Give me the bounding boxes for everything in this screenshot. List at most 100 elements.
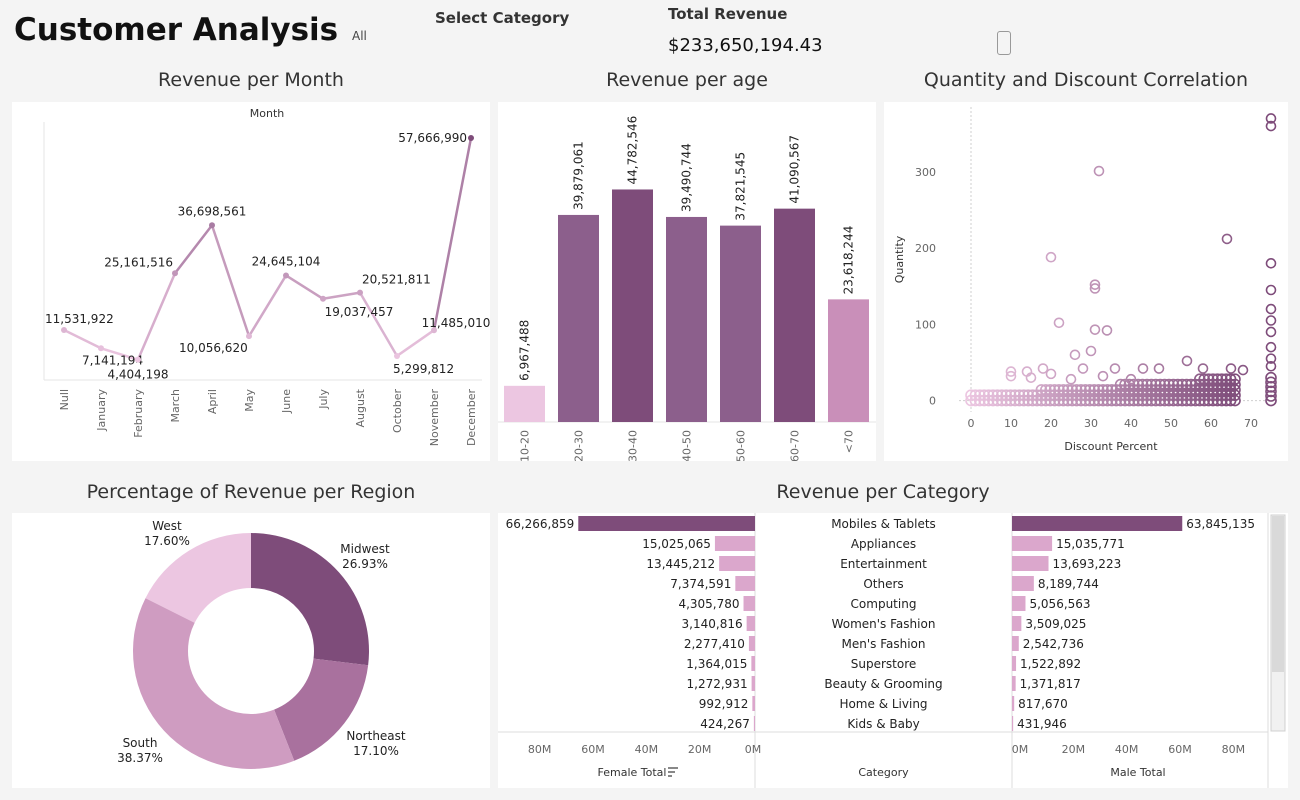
month-line-segment [358, 291, 399, 358]
month-point [357, 289, 363, 296]
female-data-label: 15,025,065 [642, 537, 711, 551]
revenue-category-title: Revenue per Category [776, 481, 990, 503]
female-axis-tick: 20M [688, 743, 712, 756]
month-tick-label: April [206, 389, 219, 414]
month-data-label: 11,485,010 [422, 316, 490, 330]
male-data-label: 8,189,744 [1038, 577, 1099, 591]
month-data-label: 19,037,457 [325, 305, 394, 319]
revenue-region-panel: Midwest 26.93% Northeast 17.10% South 38.37% W… [12, 513, 490, 788]
female-bar [743, 596, 755, 611]
scatter-point [1265, 120, 1277, 132]
month-point [431, 327, 437, 334]
scatter-dense-band [965, 371, 1277, 407]
female-total-header: Female Total [598, 766, 667, 779]
month-column-header: Month [250, 107, 285, 120]
scatter-point [1005, 370, 1017, 382]
male-data-label: 2,542,736 [1023, 637, 1084, 651]
quantity-discount-title: Quantity and Discount Correlation [923, 69, 1249, 91]
female-axis-tick: 80M [528, 743, 552, 756]
month-tick-label: July [317, 389, 330, 410]
month-line-segment [395, 328, 436, 358]
month-data-label: 7,141,194 [82, 353, 143, 367]
scatter-y-tick: 100 [915, 318, 936, 331]
female-bar [752, 696, 755, 711]
scatter-point [1237, 364, 1249, 376]
scatter-point [1045, 368, 1057, 380]
month-tick-label: February [132, 389, 145, 438]
month-line-segment [210, 224, 251, 338]
age-data-label: 6,967,488 [518, 320, 532, 381]
region-name-label: Midwest [340, 542, 390, 556]
region-name-label: Northeast [346, 729, 406, 743]
female-bar [719, 556, 755, 571]
month-point [283, 272, 289, 279]
scatter-x-tick: 30 [1084, 417, 1098, 430]
male-bar [1012, 556, 1049, 571]
age-bar [504, 385, 545, 422]
scatter-x-label: Discount Percent [1064, 440, 1158, 453]
male-bar [1012, 616, 1022, 631]
month-data-label: 20,521,811 [362, 273, 431, 287]
revenue-category-panel: 66,266,859 63,845,135 Mobiles & Tablets 15,… [498, 513, 1288, 788]
female-data-label: 66,266,859 [506, 517, 575, 531]
male-axis-tick: 20M [1062, 743, 1086, 756]
age-bar [558, 214, 599, 422]
month-tick-label: March [169, 389, 182, 423]
male-axis-tick: 40M [1115, 743, 1139, 756]
female-data-label: 4,305,780 [678, 597, 739, 611]
tablet-icon[interactable] [997, 31, 1011, 55]
male-data-label: 431,946 [1017, 717, 1067, 731]
scatter-point [1265, 258, 1277, 269]
female-axis-tick: 40M [635, 743, 659, 756]
scatter-x-tick: 50 [1164, 417, 1178, 430]
female-data-label: 1,364,015 [686, 657, 747, 671]
age-bar [612, 189, 653, 422]
total-revenue-label: Total Revenue [668, 5, 788, 23]
scatter-point [1077, 363, 1089, 374]
month-point [61, 327, 67, 334]
male-data-label: 63,845,135 [1186, 517, 1255, 531]
month-line-segment [99, 347, 140, 361]
scatter-point [1265, 303, 1277, 315]
female-bar [746, 616, 755, 631]
age-data-label: 39,490,744 [680, 143, 694, 212]
scatter-point [1181, 355, 1193, 367]
scatter-point [1045, 251, 1057, 263]
age-data-label: 23,618,244 [842, 226, 856, 295]
scatter-point [1221, 233, 1233, 245]
region-slice [274, 658, 369, 761]
scatter-point [1101, 325, 1113, 336]
male-bar [1012, 516, 1183, 531]
sort-descending-icon[interactable] [668, 767, 678, 777]
region-slice [145, 533, 251, 623]
revenue-category-chart: 66,266,859 63,845,135 Mobiles & Tablets 15,… [498, 513, 1286, 788]
scatter-point [1265, 385, 1277, 398]
month-point [246, 333, 252, 340]
month-point [320, 295, 326, 302]
region-slice [133, 598, 295, 769]
age-tick-label: 10-20 [519, 430, 532, 461]
month-tick-label: December [465, 389, 478, 447]
month-line-segment [432, 136, 473, 332]
scatter-point [1053, 317, 1065, 329]
region-slice [251, 533, 370, 666]
male-data-label: 3,509,025 [1025, 617, 1086, 631]
age-tick-label: <70 [843, 430, 856, 453]
male-bar [1012, 596, 1026, 611]
age-tick-label: 50-60 [735, 430, 748, 461]
scatter-y-label: Quantity [893, 235, 906, 283]
category-name-label: Kids & Baby [847, 717, 919, 731]
revenue-per-month-panel: Month 11,531,922 Null 7,141,194 January 4,404… [12, 102, 490, 461]
category-filter-value[interactable]: All [352, 29, 367, 43]
female-bar [751, 676, 755, 691]
total-revenue-value: $233,650,194.43 [668, 35, 823, 56]
female-data-label: 424,267 [700, 717, 750, 731]
category-name-label: Computing [851, 597, 917, 611]
scatter-point [1085, 345, 1097, 357]
scatter-y-tick: 0 [929, 395, 936, 408]
male-axis-tick: 80M [1222, 743, 1246, 756]
male-data-label: 5,056,563 [1029, 597, 1090, 611]
age-data-label: 39,879,061 [572, 141, 586, 210]
scatter-x-tick: 10 [1004, 417, 1018, 430]
